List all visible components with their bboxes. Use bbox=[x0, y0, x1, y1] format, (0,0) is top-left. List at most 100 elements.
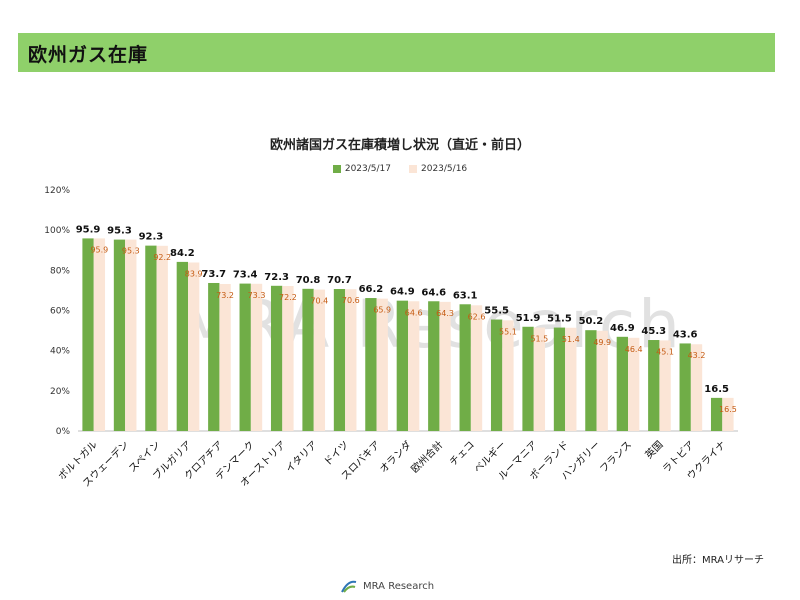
bar-series2 bbox=[250, 283, 263, 431]
bar-series1 bbox=[396, 300, 408, 431]
bar-series1 bbox=[82, 238, 94, 431]
x-tick-label: ドイツ bbox=[322, 439, 351, 468]
footer-logo-text: MRA Research bbox=[363, 580, 435, 592]
bar-series2 bbox=[659, 340, 671, 431]
y-tick-label: 120% bbox=[44, 186, 70, 196]
legend-label-series2: 2023/5/16 bbox=[421, 164, 468, 174]
source-note: 出所：MRAリサーチ bbox=[671, 555, 764, 566]
bar-series2 bbox=[690, 344, 703, 431]
bar-series1 bbox=[616, 336, 628, 431]
legend-swatch-series1 bbox=[332, 165, 341, 173]
bar-series2 bbox=[722, 397, 734, 431]
data-label-series2: 64.6 bbox=[405, 308, 423, 317]
bar-series1 bbox=[428, 301, 440, 431]
bar-series2 bbox=[219, 283, 231, 431]
bar-series1 bbox=[490, 319, 503, 431]
chart-title: 欧州諸国ガス在庫積増し状況（直近・前日） bbox=[269, 138, 530, 153]
x-tick-label: オランダ bbox=[377, 438, 414, 475]
bar-series2 bbox=[408, 301, 420, 431]
bar-series2 bbox=[596, 330, 608, 431]
bar-series2 bbox=[282, 285, 294, 431]
data-label-series1: 46.9 bbox=[610, 323, 635, 334]
mra-logo-icon bbox=[341, 580, 357, 593]
bar-series1 bbox=[459, 304, 471, 431]
bar-series2 bbox=[502, 320, 514, 431]
bar-series1 bbox=[208, 282, 220, 431]
bar-series1 bbox=[522, 326, 534, 431]
bar-series2 bbox=[376, 298, 388, 431]
bar-series1 bbox=[710, 397, 723, 431]
y-tick-label: 40% bbox=[50, 347, 70, 357]
bar-series1 bbox=[585, 330, 597, 431]
data-label-series1: 73.7 bbox=[201, 269, 226, 280]
data-label-series2: 51.5 bbox=[530, 335, 548, 344]
data-label-series2: 73.3 bbox=[248, 291, 266, 300]
data-label-series1: 64.9 bbox=[390, 287, 415, 298]
data-label-series2: 45.1 bbox=[656, 347, 674, 356]
data-label-series1: 63.1 bbox=[453, 290, 478, 301]
bar-series2 bbox=[156, 245, 168, 431]
bar-series1 bbox=[679, 343, 691, 431]
data-label-series1: 95.9 bbox=[76, 224, 101, 235]
data-label-series1: 92.3 bbox=[139, 232, 164, 243]
data-label-series2: 43.2 bbox=[688, 351, 706, 360]
y-tick-label: 20% bbox=[50, 387, 70, 397]
bar-series2 bbox=[345, 289, 357, 431]
data-label-series2: 73.2 bbox=[216, 291, 234, 300]
y-tick-label: 100% bbox=[44, 226, 70, 236]
bar-series1 bbox=[239, 283, 251, 431]
data-label-series2: 72.2 bbox=[279, 293, 297, 302]
data-label-series1: 73.4 bbox=[233, 270, 258, 281]
data-label-series2: 51.4 bbox=[562, 335, 580, 344]
bar-series1 bbox=[365, 298, 377, 431]
bar-series2 bbox=[470, 305, 483, 431]
data-label-series1: 55.5 bbox=[484, 306, 509, 317]
bar-series2 bbox=[188, 262, 200, 431]
bar-series2 bbox=[533, 327, 546, 431]
legend-item-series1: 2023/5/17 bbox=[332, 164, 391, 174]
data-label-series1: 70.7 bbox=[327, 275, 352, 286]
header-band: 欧州ガス在庫 bbox=[18, 33, 775, 72]
legend-swatch-series2 bbox=[409, 165, 417, 173]
data-label-series1: 43.6 bbox=[673, 329, 698, 340]
data-label-series2: 64.3 bbox=[436, 309, 454, 318]
data-label-series2: 16.5 bbox=[719, 405, 737, 414]
legend-item-series2: 2023/5/16 bbox=[409, 164, 467, 174]
data-label-series2: 62.6 bbox=[468, 312, 486, 321]
bar-series2 bbox=[565, 327, 577, 431]
data-label-series1: 66.2 bbox=[359, 284, 384, 295]
data-label-series1: 50.2 bbox=[579, 316, 604, 327]
data-label-series1: 51.9 bbox=[516, 313, 541, 324]
chart-legend: 2023/5/17 2023/5/16 bbox=[0, 164, 800, 174]
data-label-series2: 95.3 bbox=[122, 247, 140, 256]
y-tick-label: 0% bbox=[56, 427, 71, 437]
bar-series2 bbox=[313, 289, 326, 431]
bar-series2 bbox=[125, 239, 137, 431]
data-label-series1: 16.5 bbox=[704, 384, 729, 395]
bar-series1 bbox=[333, 289, 346, 431]
bar-series2 bbox=[93, 238, 106, 431]
footer-logo: MRA Research bbox=[340, 578, 434, 594]
data-label-series2: 46.4 bbox=[625, 345, 643, 354]
data-label-series1: 45.3 bbox=[641, 326, 666, 337]
data-label-series1: 72.3 bbox=[264, 272, 289, 283]
data-label-series2: 70.6 bbox=[342, 296, 360, 305]
data-label-series1: 70.8 bbox=[296, 275, 321, 286]
data-label-series2: 65.9 bbox=[373, 306, 391, 315]
bar-series1 bbox=[553, 327, 566, 431]
bar-series1 bbox=[302, 288, 314, 431]
x-tick-label: 英国 bbox=[642, 438, 665, 461]
x-tick-label: チェコ bbox=[447, 439, 477, 469]
bar-series1 bbox=[270, 285, 283, 431]
data-label-series2: 49.9 bbox=[593, 338, 611, 347]
x-tick-label: 欧州合計 bbox=[408, 438, 445, 475]
data-label-series2: 95.9 bbox=[90, 245, 108, 254]
y-tick-label: 80% bbox=[50, 266, 70, 276]
legend-label-series1: 2023/5/17 bbox=[344, 164, 391, 174]
y-tick-label: 60% bbox=[50, 307, 70, 317]
bar-series1 bbox=[176, 261, 188, 431]
bar-series2 bbox=[628, 337, 640, 431]
data-label-series1: 51.5 bbox=[547, 314, 572, 325]
data-label-series2: 70.4 bbox=[310, 297, 328, 306]
